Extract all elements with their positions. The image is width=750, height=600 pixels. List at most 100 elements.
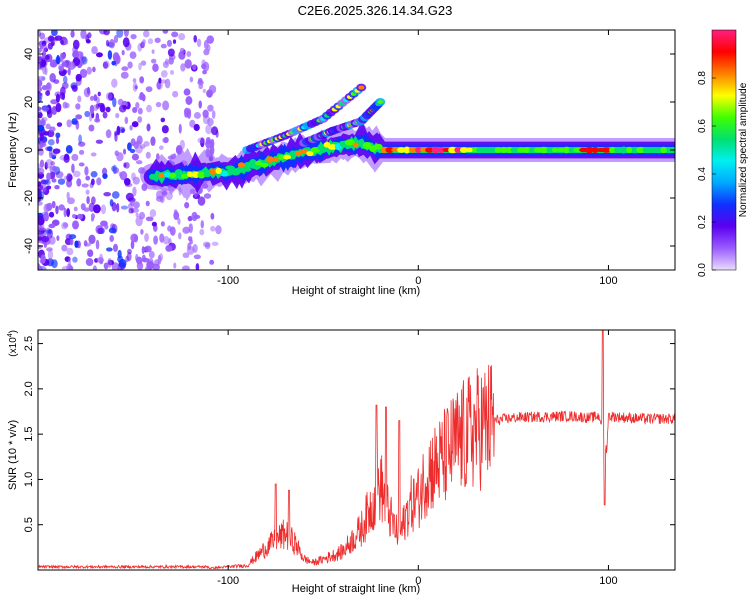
- noise-speckle: [203, 39, 209, 50]
- noise-speckle: [183, 88, 191, 96]
- noise-speckle: [111, 78, 118, 88]
- noise-speckle: [103, 262, 109, 270]
- ridge-peak: [636, 146, 646, 154]
- colorbar-tick-label: 0.0: [697, 263, 708, 277]
- noise-speckle: [70, 30, 75, 38]
- noise-speckle: [123, 178, 131, 186]
- noise-speckle: [56, 235, 60, 241]
- noise-speckle: [153, 235, 158, 245]
- noise-speckle: [145, 86, 153, 93]
- spectrogram-ylabel: Frequency (Hz): [7, 112, 19, 188]
- noise-speckle: [38, 47, 42, 54]
- noise-speckle: [118, 171, 123, 177]
- noise-speckle: [160, 43, 167, 49]
- noise-speckle: [138, 62, 142, 71]
- noise-speckle: [209, 259, 215, 265]
- noise-speckle: [42, 50, 47, 58]
- noise-speckle: [71, 153, 79, 162]
- noise-speckle: [81, 183, 89, 188]
- noise-speckle: [191, 211, 198, 222]
- noise-speckle: [203, 193, 212, 199]
- noise-speckle: [158, 77, 162, 84]
- noise-speckle: [94, 117, 101, 123]
- noise-speckle: [99, 253, 103, 262]
- noise-speckle: [51, 178, 57, 183]
- noise-speckle: [49, 126, 56, 132]
- colorbar-gradient: [711, 29, 737, 271]
- ridge-peak: [408, 147, 417, 153]
- noise-speckle: [135, 254, 139, 262]
- noise-speckle: [210, 225, 216, 232]
- noise-speckle: [193, 35, 198, 43]
- noise-speckle: [133, 141, 139, 149]
- noise-speckle: [160, 70, 168, 78]
- noise-speckle: [50, 99, 58, 105]
- ridge-peak: [601, 147, 612, 153]
- noise-speckle: [105, 39, 110, 47]
- noise-speckle: [68, 234, 77, 240]
- snr-series-line: [38, 330, 675, 570]
- ridge-peak: [654, 147, 662, 153]
- ridge-peak: [517, 147, 525, 153]
- noise-speckle: [72, 39, 80, 50]
- noise-speckle: [154, 37, 161, 43]
- noise-speckle: [152, 263, 161, 270]
- branch-core: [358, 85, 365, 90]
- noise-speckle: [122, 37, 130, 48]
- noise-speckle: [198, 100, 203, 109]
- noise-speckle: [144, 233, 149, 243]
- noise-speckle: [132, 78, 137, 83]
- noise-speckle: [111, 191, 120, 199]
- noise-speckle: [92, 104, 99, 111]
- noise-speckle: [182, 226, 191, 234]
- snr-xlabel: Height of straight line (km): [292, 583, 420, 595]
- noise-speckle: [87, 249, 94, 257]
- noise-speckle: [112, 164, 117, 175]
- noise-speckle: [100, 204, 107, 215]
- ridge-peak: [476, 147, 486, 153]
- noise-speckle: [112, 97, 117, 108]
- noise-speckle: [102, 173, 108, 179]
- noise-speckle: [136, 135, 143, 145]
- noise-speckle: [152, 63, 159, 73]
- ridge-peak: [448, 146, 457, 154]
- ridge-peak: [283, 154, 291, 160]
- colorbar-tick-label: 0.8: [697, 71, 708, 85]
- noise-speckle: [184, 59, 192, 69]
- noise-speckle: [135, 102, 140, 109]
- noise-speckle: [43, 179, 51, 186]
- noise-speckle: [87, 32, 92, 39]
- noise-speckle: [60, 39, 64, 45]
- noise-speckle: [47, 42, 53, 50]
- noise-speckle: [146, 104, 152, 113]
- noise-speckle: [108, 39, 116, 49]
- noise-speckle: [61, 221, 68, 230]
- noise-speckle: [189, 119, 196, 128]
- noise-speckle: [38, 227, 47, 233]
- noise-speckle: [145, 216, 154, 222]
- noise-speckle: [72, 170, 81, 178]
- colorbar-label: Normalized spectral amplitude: [738, 82, 749, 217]
- noise-speckle: [74, 240, 79, 248]
- noise-speckle: [186, 50, 192, 57]
- x-tick-label: -100: [217, 275, 239, 287]
- ridge-peak: [431, 146, 440, 154]
- noise-speckle: [49, 61, 58, 68]
- noise-speckle: [184, 107, 191, 115]
- noise-speckle: [116, 30, 124, 38]
- noise-speckle: [129, 200, 134, 206]
- noise-speckle: [71, 84, 78, 92]
- branch-core: [377, 100, 384, 104]
- x-tick-label: 0: [415, 275, 421, 287]
- noise-speckle: [72, 256, 78, 263]
- noise-speckle: [206, 35, 215, 44]
- noise-speckle: [137, 116, 143, 123]
- noise-speckle: [58, 204, 65, 211]
- noise-speckle: [173, 262, 177, 269]
- noise-speckle: [95, 139, 104, 144]
- noise-speckle: [166, 39, 173, 47]
- noise-speckle: [202, 241, 211, 248]
- ridge-peak: [539, 146, 549, 154]
- noise-speckle: [202, 88, 207, 94]
